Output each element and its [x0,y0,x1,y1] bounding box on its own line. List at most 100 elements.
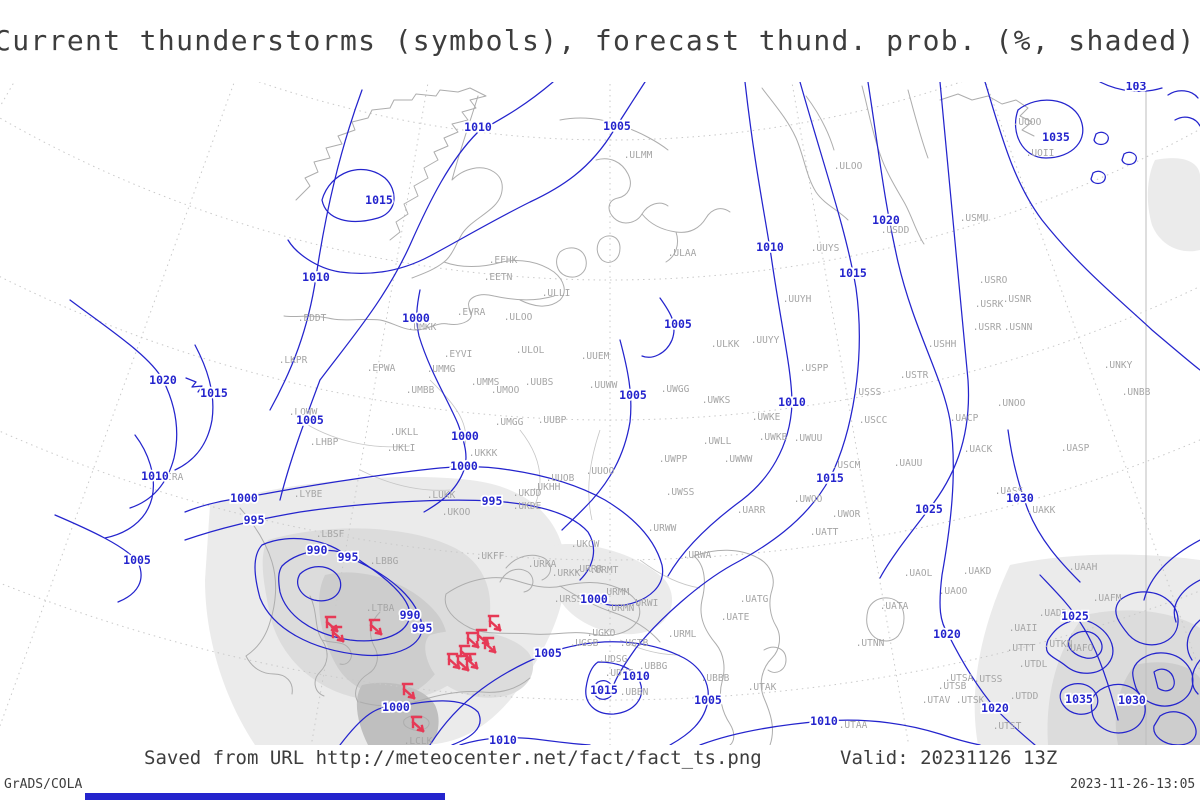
station-id-label: .LHBP [310,437,339,448]
station-id-label: .USNN [1004,322,1033,333]
station-id-label: .UWKS [702,395,731,406]
station-id-label: .UWGG [661,384,690,395]
station-id-label: .UTAK [748,682,777,693]
station-id-label: .UATT [810,527,839,538]
station-id-label: .ULOL [516,345,545,356]
station-id-label: .UOOO [1013,117,1042,128]
isobar-value-label: 1005 [603,119,631,133]
station-id-label: .UTSS [974,674,1003,685]
grads-credit-text: GrADS/COLA [4,777,83,792]
isobar-value-label: 1000 [382,700,410,714]
station-id-label: .UKLL [390,427,419,438]
isobar-value-label: 995 [412,621,433,635]
station-id-label: .UBBB [701,673,730,684]
station-id-label: .UKHH [532,482,561,493]
station-id-label: .UNKY [1104,360,1133,371]
station-id-label: .UTSA [945,673,974,684]
station-id-label: .URML [668,629,697,640]
isobar-value-label: 103 [1126,79,1147,93]
station-id-label: .UTNN [856,638,885,649]
station-id-label: .UTAV [922,695,951,706]
isobar-value-label: 1015 [816,471,844,485]
station-id-label: .USCC [859,415,888,426]
station-id-label: .USRR [973,322,1002,333]
station-id-label: .URWW [648,523,677,534]
isobar-value-label: 1015 [200,386,228,400]
isobar-value-label: 1015 [590,683,618,697]
station-id-label: .UOII [1026,148,1055,159]
station-id-label: .UGKO [587,628,616,639]
station-id-label: .UTSB [938,681,967,692]
station-id-label: .UKLI [387,443,416,454]
station-id-label: .USHH [928,339,957,350]
station-id-label: .UWKB [759,432,788,443]
isobar-value-label: 1020 [933,627,961,641]
station-id-label: .EETN [484,272,513,283]
isobar-value-label: 1005 [123,553,151,567]
station-id-label: .UUOB [546,473,575,484]
station-id-label: .UUYY [751,335,780,346]
station-id-label: .UKCW [571,539,600,550]
probability-shading [205,158,1200,745]
station-id-label: .UTSK [956,695,985,706]
station-id-label: .LYBE [294,489,323,500]
station-id-label: .ULAA [668,248,697,259]
isobar-value-label: 1005 [534,646,562,660]
station-id-label: .UUOO [586,466,615,477]
station-id-label: .UAKD [963,566,992,577]
station-id-label: .UBBN [620,687,649,698]
station-id-label: .UTDL [1019,659,1048,670]
station-id-label: .UKOO [442,507,471,518]
station-id-label: .URKA [528,559,557,570]
station-id-label: .UAAH [1069,562,1098,573]
isobar-value-label: 1010 [302,270,330,284]
isobar-value-label: 1005 [664,317,692,331]
isobar-value-label: 1010 [778,395,806,409]
isobar-value-label: 1000 [402,311,430,325]
station-id-label: .LKPR [279,355,308,366]
station-id-label: .UUBS [525,377,554,388]
station-id-label: .UGTB [620,638,649,649]
station-id-label: .UUBP [538,415,567,426]
station-id-label: .UAKK [1027,505,1056,516]
station-id-label: .UUYH [783,294,812,305]
station-id-label: .EYVI [444,349,473,360]
station-id-label: .USRO [979,275,1008,286]
station-id-label: .UMKK [408,322,437,333]
station-id-label: .URSS [554,594,583,605]
isobar-value-label: 1025 [915,502,943,516]
station-id-label: .UMMS [471,377,500,388]
station-id-label: .LOWW [289,407,318,418]
station-id-label: .UTKN [1044,639,1073,650]
station-id-label: .LCLK [404,736,433,747]
station-id-label: .EDDT [298,313,327,324]
station-id-label: .LTBA [366,603,395,614]
station-id-label: .UMMG [427,364,456,375]
station-id-label: .EPWA [367,363,396,374]
isobar-value-label: 1020 [872,213,900,227]
station-id-label: .LIRA [155,472,184,483]
station-id-label: .UDYZ [605,668,634,679]
isobar-value-label: 1030 [1006,491,1034,505]
station-id-label: .UAUU [894,458,923,469]
station-id-label: .USPP [800,363,829,374]
isobar-value-label: 1025 [1061,609,1089,623]
isobar-value-label: 995 [482,494,503,508]
station-id-label: .EVRA [457,307,486,318]
station-id-label: .UNOO [997,398,1026,409]
station-id-label: .UWOO [794,494,823,505]
isobar-value-label: 1010 [141,469,169,483]
isobar-value-label: 1005 [296,413,324,427]
station-id-label: .USRK [975,299,1004,310]
station-id-label: .UADD [1039,608,1068,619]
station-id-label: .USTR [900,370,929,381]
footer-blue-bar [85,793,445,800]
station-id-label: .URMT [590,565,619,576]
creation-datetime-text: 2023-11-26-13:05 [1070,777,1196,792]
station-id-label: .UWWW [724,454,753,465]
station-id-label: .UKDE [513,501,542,512]
station-id-label: .ULOO [504,312,533,323]
station-id-label: .UTTT [1007,643,1036,654]
